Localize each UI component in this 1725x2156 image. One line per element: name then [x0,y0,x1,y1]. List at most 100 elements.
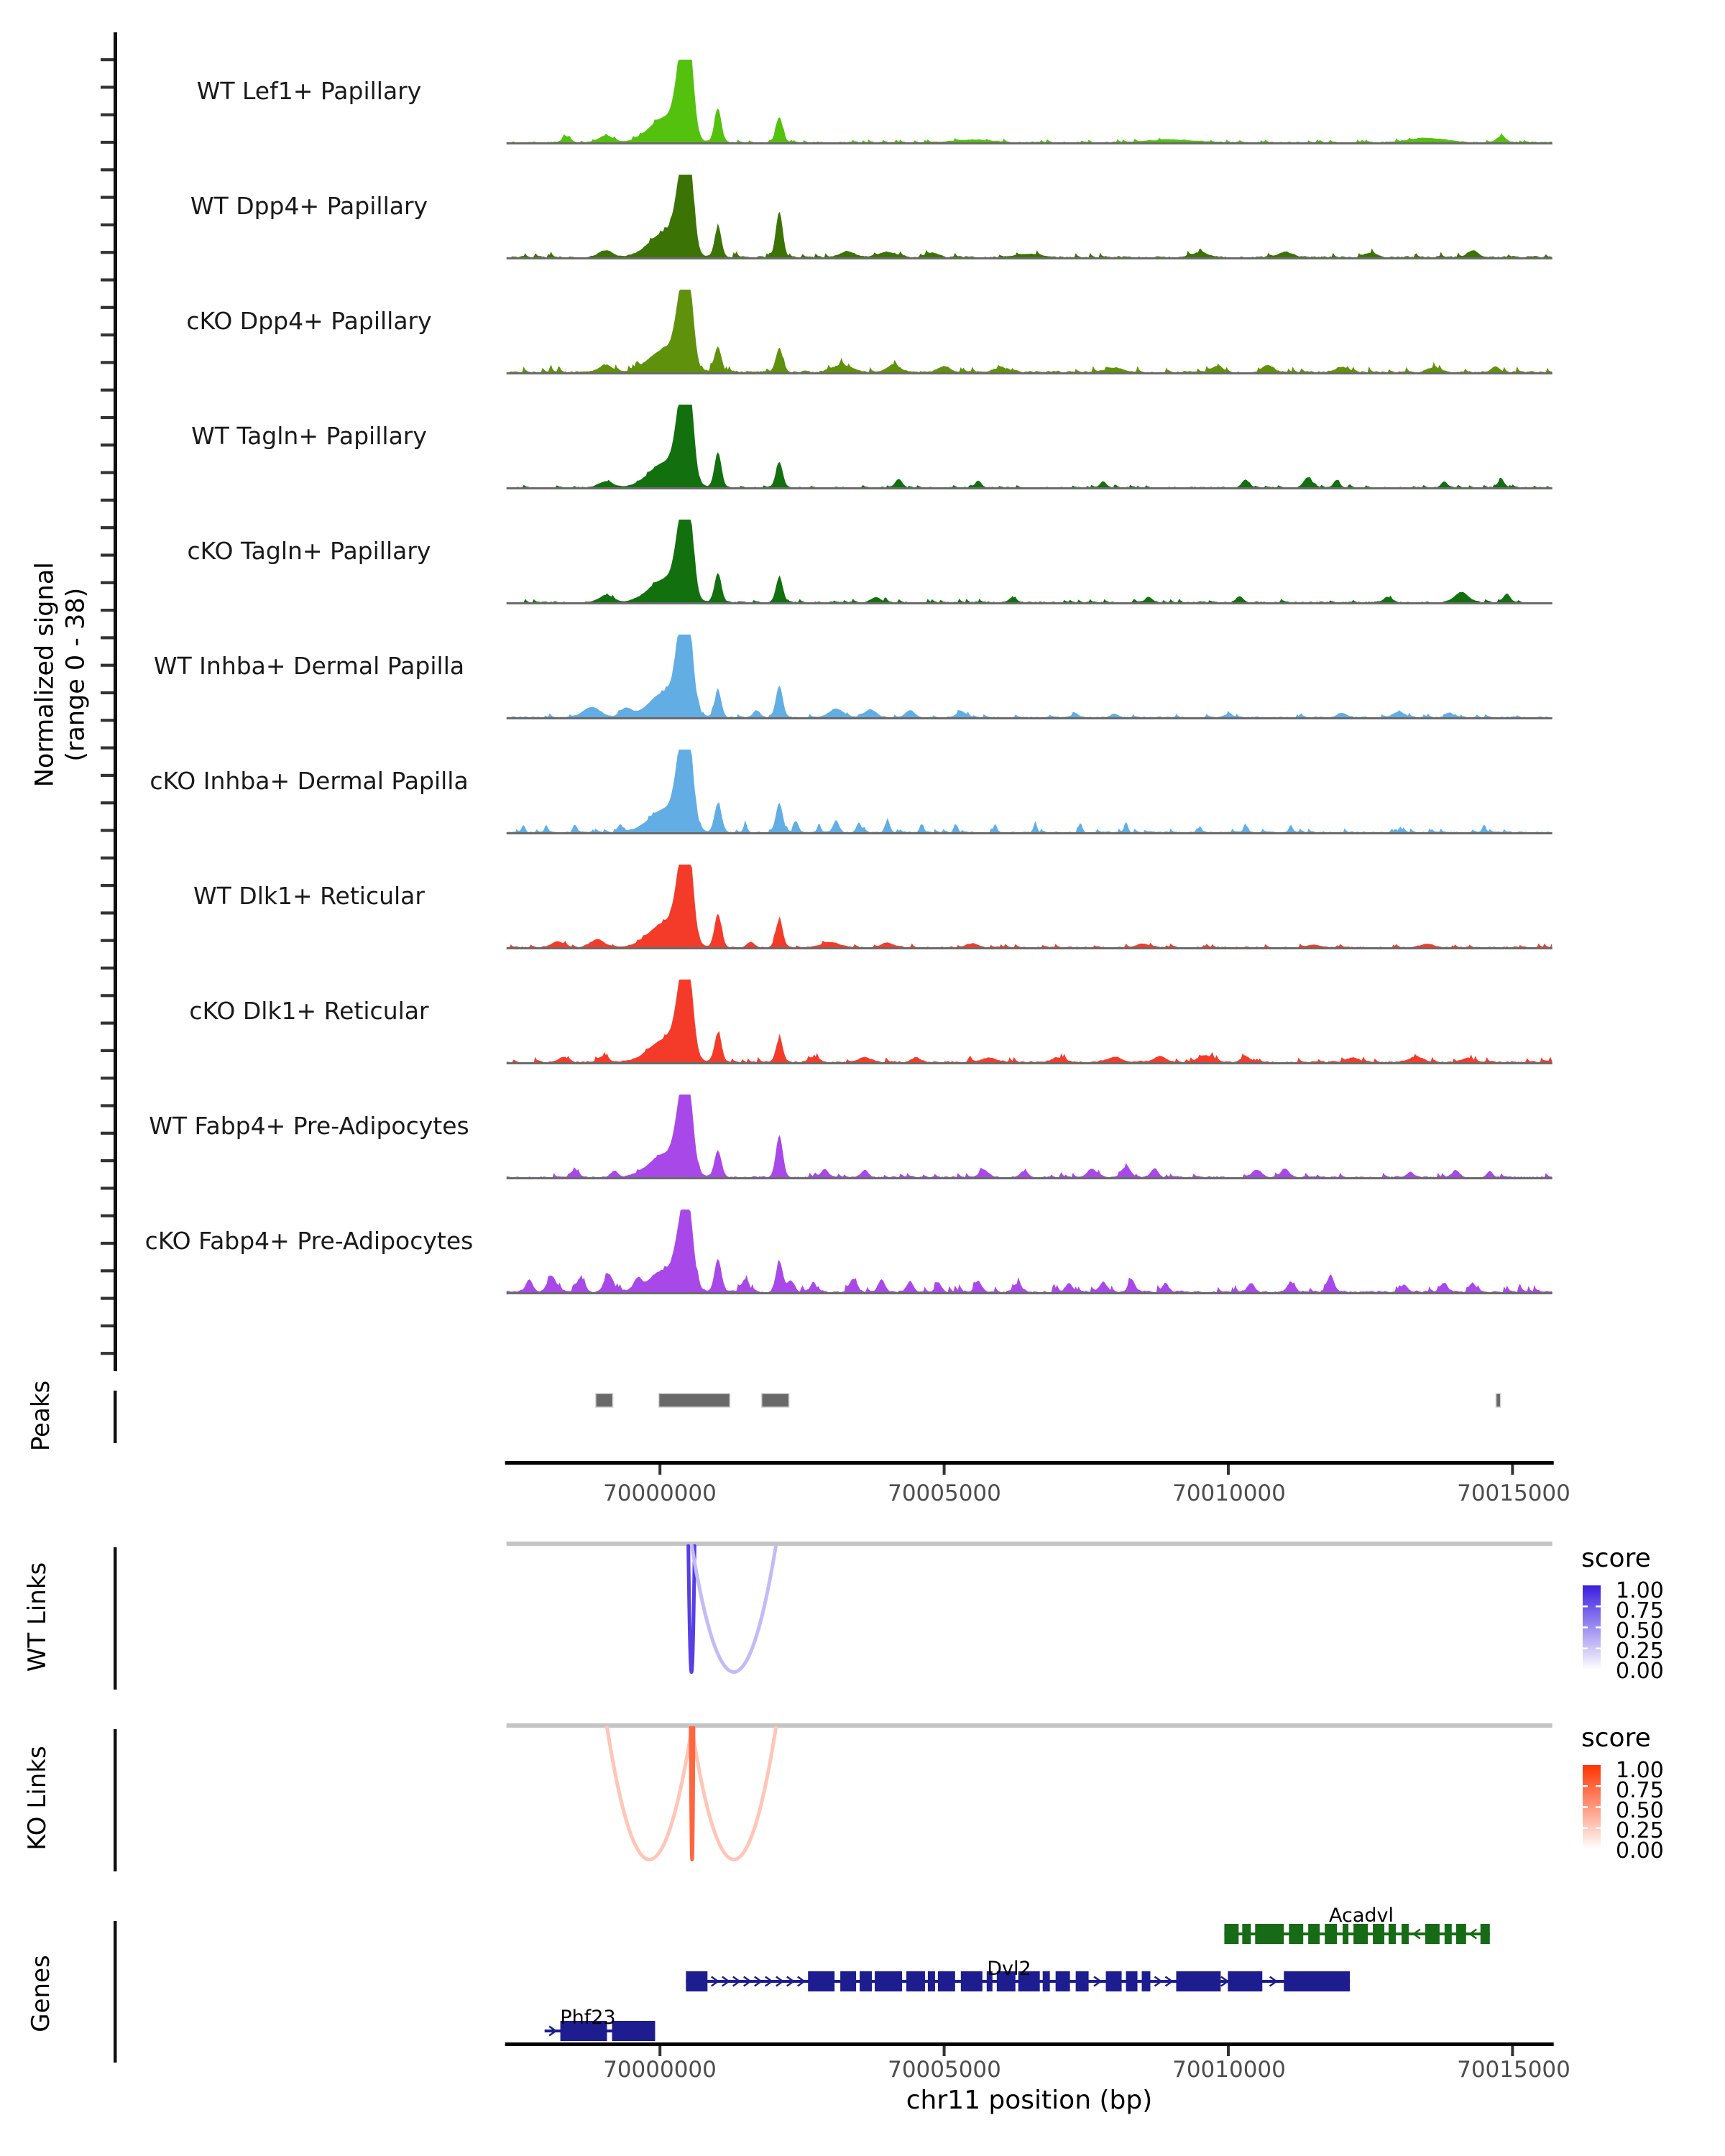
strand-chevron-icon [1093,1976,1103,1987]
exon [1308,1924,1320,1944]
exon [1425,1924,1440,1944]
signal-track-11 [506,1210,1552,1294]
signal-track-6 [506,635,1552,719]
exon [860,1971,873,1991]
section-label-ko-links: KO Links [23,1746,52,1851]
signal-area [506,60,1552,142]
exon [1228,1971,1263,1991]
track-label-wt-tagln: WT Tagln+ Papillary [191,422,427,450]
axis2-tick-70000000: 70000000 [603,2057,717,2083]
link-arc [690,1726,778,1861]
track-label-cko-tagln: cKO Tagln+ Papillary [187,537,431,565]
track-label-cko-dpp4: cKO Dpp4+ Papillary [186,307,432,335]
link-arc [690,1544,778,1674]
peak-interval [595,1393,614,1408]
axis2-tick-70015000: 70015000 [1457,2057,1570,2083]
strand-chevron-icon [1220,1976,1230,1987]
exon [1353,1924,1368,1944]
ko-legend-0.75: 0.75 [1616,1778,1664,1803]
strand-chevron-icon [1468,1928,1478,1940]
signal-area [506,750,1552,832]
exon [1141,1971,1151,1991]
peak-interval [761,1393,790,1408]
strand-chevron-icon [548,2025,558,2037]
strand-chevron-icon [1412,1928,1421,1940]
ko-legend-0.25: 0.25 [1616,1818,1664,1843]
strand-chevron-icon [1154,1976,1163,1987]
ko-legend-title: score [1581,1723,1651,1753]
strand-chevron-icon [1269,1976,1278,1987]
exon [1401,1924,1409,1944]
exon [1018,1971,1040,1991]
track-label-wt-inhba: WT Inhba+ Dermal Papilla [153,652,465,680]
strand-chevron-icon [797,1976,806,1987]
signal-area [506,290,1552,372]
exon [560,2021,607,2041]
exon [1105,1971,1122,1991]
exon [937,1971,955,1991]
exon [1289,1924,1304,1944]
exon [808,1971,835,1991]
section-label-genes: Genes [27,1955,55,2032]
signal-y-axis [101,32,117,1371]
exon [1042,1971,1050,1991]
strand-chevron-icon [776,1976,785,1987]
strand-chevron-icon [711,1976,720,1987]
exon [986,1971,993,1991]
signal-track-9 [506,980,1552,1064]
exon [875,1971,902,1991]
signal-area [506,980,1552,1062]
peak-interval [658,1393,731,1408]
track-label-wt-lef1: WT Lef1+ Papillary [196,77,422,105]
ko-legend-0.00: 0.00 [1616,1838,1664,1864]
x-axis-title: chr11 position (bp) [906,2086,1153,2115]
exon [1373,1924,1385,1944]
exon [1343,1924,1349,1944]
exon [1176,1971,1221,1991]
wt-legend-0.00: 0.00 [1616,1659,1664,1684]
y-axis-title-line1: Normalized signal [30,562,60,788]
exon [1325,1924,1338,1944]
section-label-peaks: Peaks [27,1380,55,1452]
signal-track-1 [506,60,1552,144]
exon [960,1971,983,1991]
gene-label-phf23: Phf23 [560,2007,616,2029]
link-arc [605,1726,694,1861]
ko-legend-0.50: 0.50 [1616,1798,1664,1823]
signal-track-8 [506,865,1552,949]
gene-label-dvl2: Dvl2 [987,1958,1031,1980]
track-label-cko-fabp4: cKO Fabp4+ Pre-Adipocytes [144,1227,474,1255]
axis1-tick-70010000: 70010000 [1172,1480,1286,1506]
exon [1224,1924,1239,1944]
exon [686,1971,708,1991]
gene-acadvl [1224,1924,1490,1944]
signal-area [506,175,1552,257]
strand-chevron-icon [743,1976,753,1987]
track-label-cko-dlk1: cKO Dlk1+ Reticular [189,997,429,1025]
wt-legend-bar [1583,1585,1601,1669]
peaks-row [114,1391,1501,1443]
exon [1444,1924,1452,1944]
exon [840,1971,857,1991]
signal-track-4 [506,405,1552,489]
track-label-cko-inhba: cKO Inhba+ Dermal Papilla [150,767,469,795]
signal-track-5 [506,520,1552,604]
signal-track-3 [506,290,1552,374]
wt-legend-0.25: 0.25 [1616,1639,1664,1664]
exon [1242,1924,1251,1944]
strand-chevron-icon [1164,1976,1174,1987]
axis2-tick-70005000: 70005000 [888,2057,1001,2083]
ko-links [114,1723,1552,1871]
wt-legend-0.50: 0.50 [1616,1618,1664,1644]
exon [1126,1971,1138,1991]
wt-legend-title: score [1581,1544,1651,1573]
exon [1075,1971,1089,1991]
ko-legend-1.00: 1.00 [1616,1758,1664,1783]
wt-legend-0.75: 0.75 [1616,1598,1664,1623]
exon [1055,1971,1070,1991]
strand-chevron-icon [722,1976,731,1987]
signal-area [506,520,1552,602]
gene-phf23 [544,2021,656,2041]
ko-legend-bar [1583,1765,1601,1849]
